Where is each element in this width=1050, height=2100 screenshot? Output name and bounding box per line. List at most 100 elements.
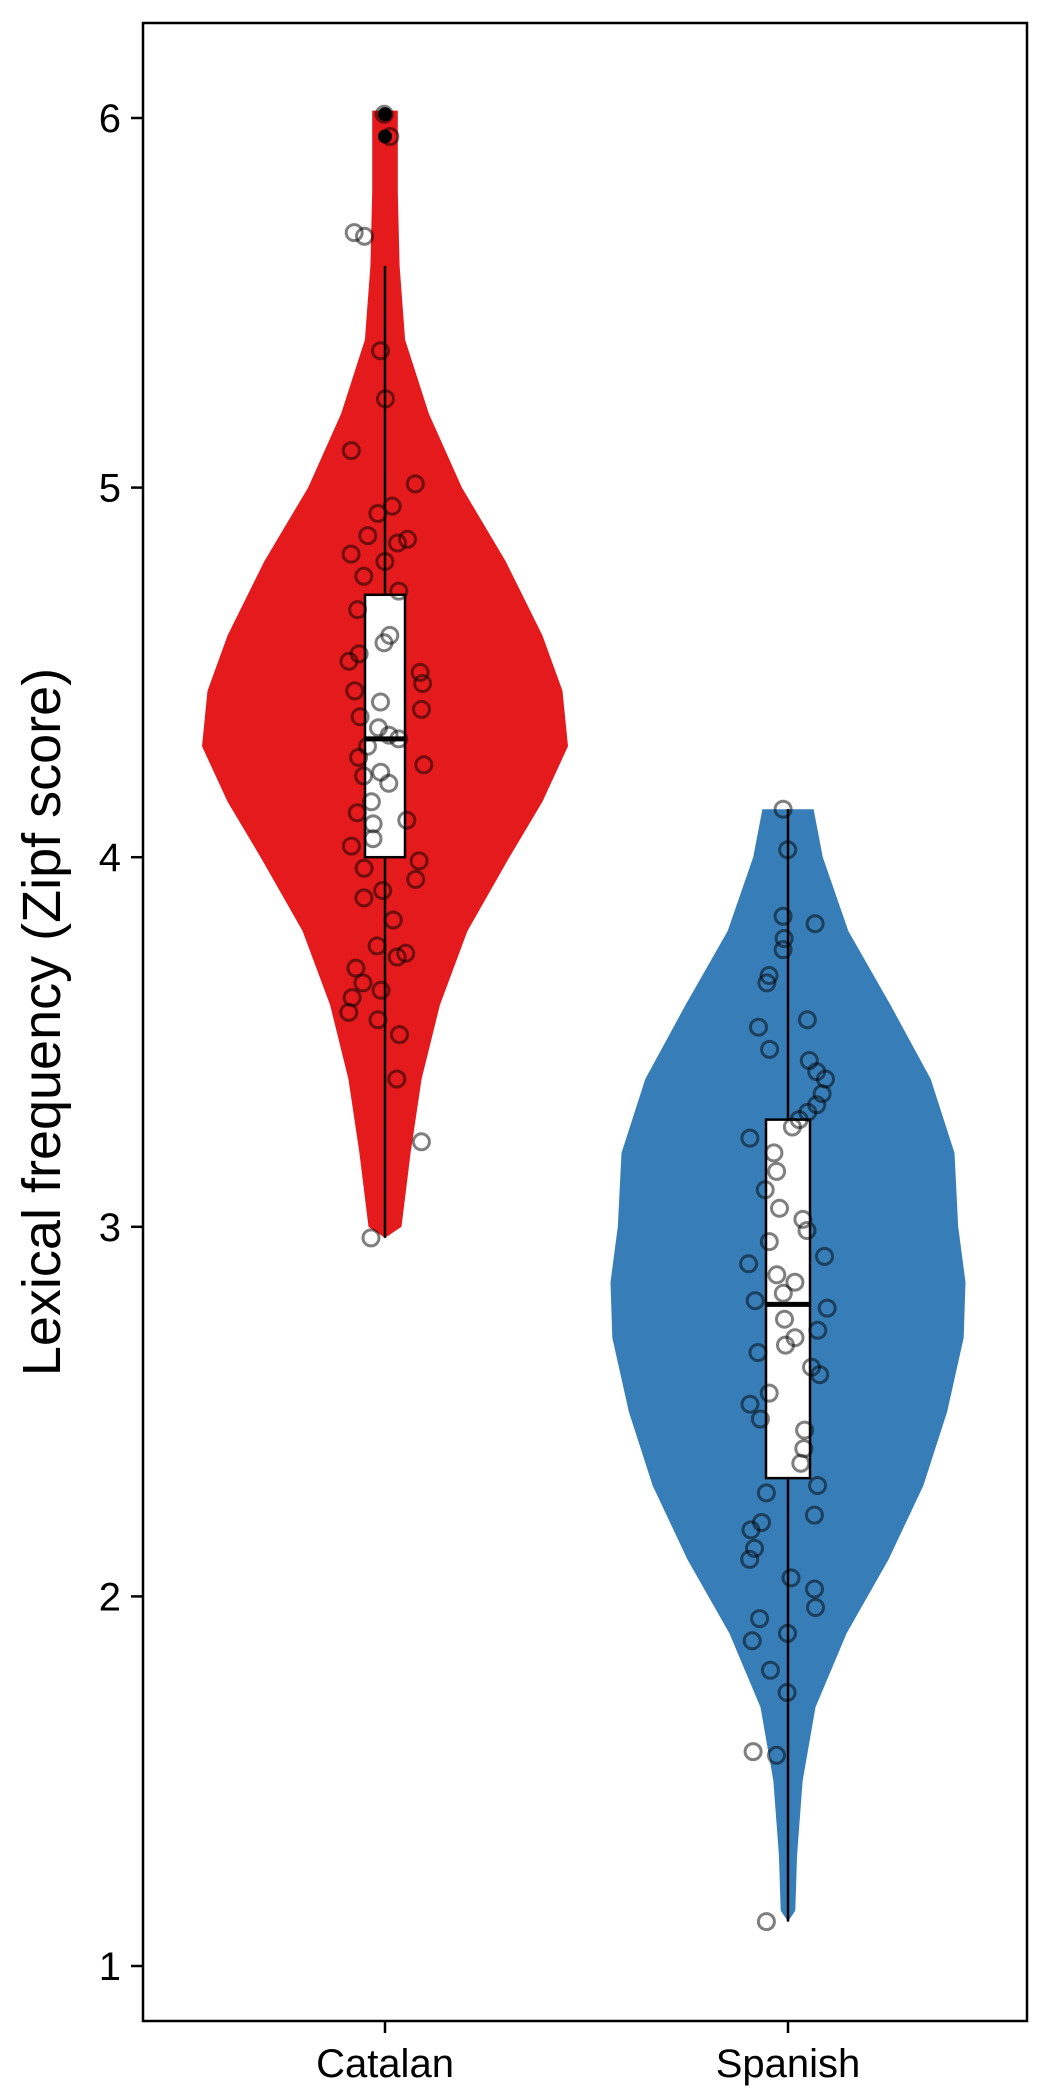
data-point-spanish xyxy=(740,1394,760,1414)
data-point-catalan xyxy=(388,533,408,553)
data-point-spanish xyxy=(755,1180,775,1200)
data-point-catalan xyxy=(363,829,383,849)
data-point-catalan xyxy=(346,958,366,978)
data-point-spanish xyxy=(773,799,793,819)
y-tick-label-6: 6 xyxy=(99,97,121,141)
data-point-catalan xyxy=(396,943,416,963)
data-point-spanish xyxy=(793,1209,813,1229)
y-tick-label-2: 2 xyxy=(99,1575,121,1619)
data-point-spanish xyxy=(759,1232,779,1252)
data-point-catalan xyxy=(373,881,393,900)
data-point-catalan xyxy=(348,600,368,620)
data-point-spanish xyxy=(740,1128,760,1148)
data-point-spanish xyxy=(743,1742,763,1762)
data-point-catalan xyxy=(361,1228,381,1248)
data-point-spanish xyxy=(740,1549,760,1569)
data-point-spanish xyxy=(757,973,777,993)
data-point-catalan xyxy=(410,662,430,682)
data-point-spanish xyxy=(805,914,825,934)
data-point-spanish xyxy=(773,1283,793,1303)
data-point-spanish xyxy=(750,1609,770,1629)
data-point-catalan xyxy=(353,973,373,993)
data-point-catalan xyxy=(344,223,364,243)
data-point-spanish xyxy=(767,1745,786,1765)
y-axis: 1 2 3 4 5 6 xyxy=(99,97,143,1989)
x-tick-label-catalan: Catalan xyxy=(316,2042,454,2086)
data-point-spanish xyxy=(773,940,793,960)
data-point-spanish xyxy=(808,1320,828,1340)
data-point-spanish xyxy=(739,1254,759,1274)
data-point-spanish xyxy=(773,906,793,926)
data-point-catalan xyxy=(358,526,378,546)
data-point-catalan xyxy=(414,755,434,775)
data-point-spanish xyxy=(815,1246,834,1266)
data-point-catalan xyxy=(379,725,399,745)
data-point-spanish xyxy=(785,1272,805,1292)
data-point-catalan xyxy=(374,104,394,124)
data-point-spanish xyxy=(760,1660,780,1680)
outlier-catalan xyxy=(378,107,392,122)
data-point-catalan xyxy=(341,836,361,856)
data-point-spanish xyxy=(760,1039,780,1059)
data-point-spanish xyxy=(812,1084,832,1104)
data-point-catalan xyxy=(339,1002,359,1022)
data-point-spanish xyxy=(748,1343,768,1362)
data-point-spanish xyxy=(778,1623,797,1643)
data-point-spanish xyxy=(756,1483,776,1503)
data-point-spanish xyxy=(767,1265,787,1285)
data-point-catalan xyxy=(367,936,387,956)
data-point-catalan xyxy=(354,766,374,786)
data-point-catalan xyxy=(390,1025,409,1045)
y-tick-label-1: 1 xyxy=(99,1945,121,1989)
data-point-catalan xyxy=(368,504,388,523)
data-point-spanish xyxy=(781,1568,801,1588)
data-point-spanish xyxy=(797,1010,817,1030)
data-point-spanish xyxy=(745,1291,765,1311)
data-point-catalan xyxy=(354,888,374,908)
outlier-catalan xyxy=(378,129,392,144)
data-point-spanish xyxy=(741,1520,761,1540)
data-point-spanish xyxy=(742,1631,762,1651)
points-layer xyxy=(339,104,837,1932)
data-point-catalan xyxy=(375,552,395,571)
data-point-catalan xyxy=(387,1069,407,1089)
y-tick-label-4: 4 xyxy=(99,836,121,880)
data-point-spanish xyxy=(745,1538,764,1558)
data-point-spanish xyxy=(804,1505,824,1525)
y-tick-label-3: 3 xyxy=(99,1206,121,1250)
data-point-catalan xyxy=(350,707,370,727)
y-axis-title: Lexical frequency (Zipf score) xyxy=(12,668,72,1376)
data-point-catalan xyxy=(376,389,395,409)
data-point-spanish xyxy=(774,929,794,948)
data-point-catalan xyxy=(379,773,399,793)
data-point-catalan xyxy=(361,792,381,812)
data-point-catalan xyxy=(341,544,361,564)
data-point-spanish xyxy=(767,1161,787,1181)
data-point-catalan xyxy=(371,341,390,361)
data-point-catalan xyxy=(383,910,403,930)
data-point-spanish xyxy=(776,1335,795,1355)
data-point-catalan xyxy=(341,441,361,461)
data-point-spanish xyxy=(806,1598,825,1617)
data-point-spanish xyxy=(759,1383,779,1403)
x-tick-label-spanish: Spanish xyxy=(716,2042,861,2086)
data-point-catalan xyxy=(413,674,433,693)
violins-layer xyxy=(202,110,966,1922)
data-point-spanish xyxy=(782,1117,802,1137)
data-point-spanish xyxy=(756,1912,776,1932)
data-point-spanish xyxy=(764,1143,784,1163)
plot-panel-border xyxy=(141,21,1029,2023)
data-point-catalan xyxy=(389,729,409,749)
data-point-spanish xyxy=(791,1453,811,1473)
data-point-spanish xyxy=(749,1017,768,1037)
data-point-catalan xyxy=(354,566,374,586)
data-point-spanish xyxy=(810,1365,830,1385)
data-point-spanish xyxy=(797,1221,817,1240)
data-point-spanish xyxy=(817,1298,837,1318)
data-point-catalan xyxy=(406,869,426,889)
data-point-spanish xyxy=(750,1409,770,1429)
data-point-catalan xyxy=(374,633,394,653)
data-point-catalan xyxy=(347,803,367,823)
x-axis: Catalan Spanish xyxy=(316,2021,860,2086)
